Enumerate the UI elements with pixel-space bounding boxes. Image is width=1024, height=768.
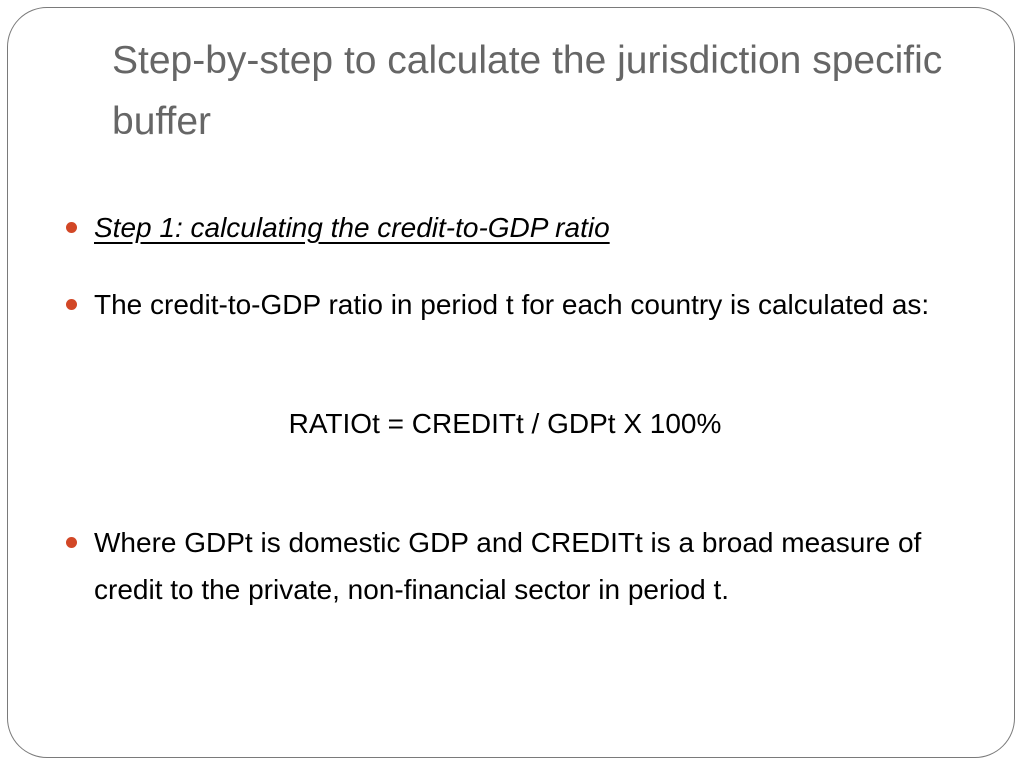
bullet-ratio-description: The credit-to-GDP ratio in period t for … (66, 281, 966, 328)
bullet-text: Where GDPt is domestic GDP and CREDITt i… (94, 527, 922, 605)
slide-frame (7, 7, 1015, 758)
bullet-dot-icon (66, 222, 77, 233)
bullet-step-1: Step 1: calculating the credit-to-GDP ra… (66, 204, 966, 251)
step-heading: Step 1: calculating the credit-to-GDP ra… (94, 212, 610, 243)
bullet-dot-icon (66, 537, 77, 548)
bullet-dot-icon (66, 299, 77, 310)
bullet-text: The credit-to-GDP ratio in period t for … (94, 289, 930, 320)
ratio-formula: RATIOt = CREDITt / GDPt X 100% (288, 408, 722, 439)
bullet-definitions: Where GDPt is domestic GDP and CREDITt i… (66, 519, 966, 613)
slide-title: Step-by-step to calculate the jurisdicti… (112, 39, 943, 143)
